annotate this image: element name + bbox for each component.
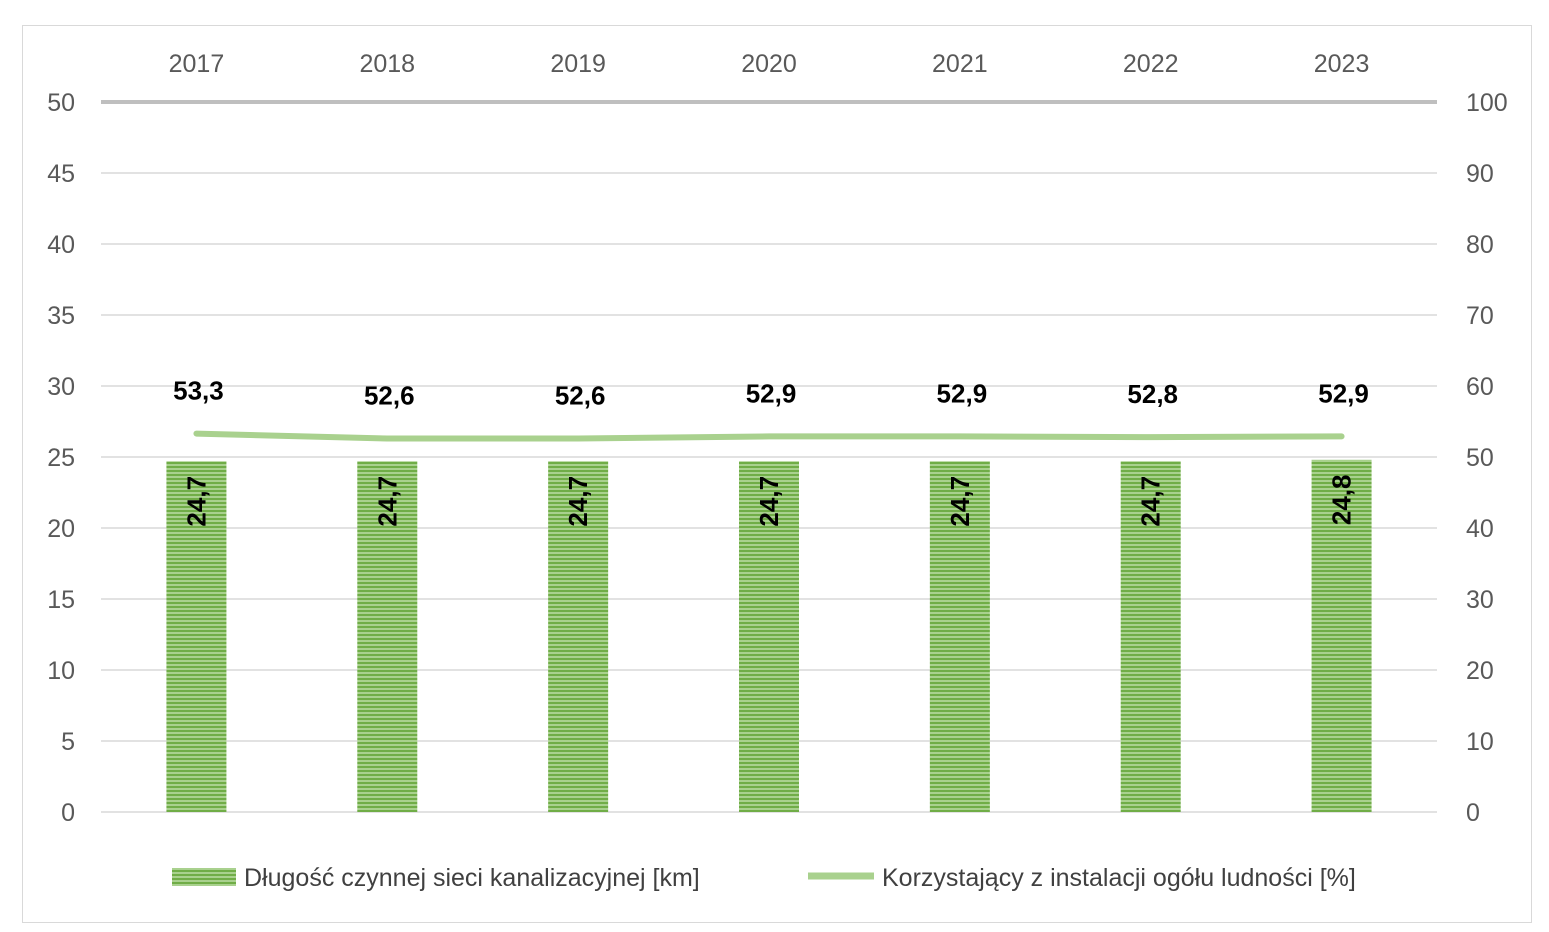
bar-data-label: 24,7 — [754, 476, 784, 527]
line-data-label: 52,6 — [555, 381, 606, 411]
right-tick-label: 40 — [1466, 515, 1494, 543]
line-data-label: 52,8 — [1127, 379, 1178, 409]
bar-data-label: 24,7 — [1136, 476, 1166, 527]
legend-label-bar: Długość czynnej sieci kanalizacyjnej [km… — [244, 864, 700, 892]
line-path — [193, 430, 1345, 442]
category-label: 2023 — [1314, 50, 1370, 78]
category-label: 2020 — [741, 50, 797, 78]
line-series — [193, 430, 1345, 442]
right-tick-label: 0 — [1466, 799, 1480, 827]
right-tick-label: 10 — [1466, 728, 1494, 756]
right-tick-label: 30 — [1466, 586, 1494, 614]
left-tick-label: 35 — [47, 302, 75, 330]
line-data-label: 52,9 — [937, 378, 988, 408]
left-tick-label: 0 — [61, 799, 75, 827]
legend-label-line: Korzystający z instalacji ogółu ludności… — [882, 864, 1356, 892]
bar-data-label: 24,7 — [945, 476, 975, 527]
left-tick-label: 45 — [47, 160, 75, 188]
left-tick-label: 40 — [47, 231, 75, 259]
bar — [929, 461, 990, 812]
bar — [166, 461, 227, 812]
bar — [1120, 461, 1181, 812]
category-label: 2019 — [550, 50, 606, 78]
legend-swatch-bar — [172, 868, 236, 886]
category-label: 2022 — [1123, 50, 1179, 78]
right-y-axis: 0 10 20 30 40 50 60 70 80 90 100 — [1466, 89, 1508, 827]
bar — [739, 461, 799, 812]
bar — [548, 461, 609, 812]
right-tick-label: 20 — [1466, 657, 1494, 685]
line-data-label: 52,9 — [746, 378, 797, 408]
bar — [357, 461, 418, 812]
category-label: 2018 — [359, 50, 415, 78]
x-axis: 2017 2018 2019 2020 2021 2022 2023 — [169, 50, 1370, 78]
left-tick-label: 50 — [47, 89, 75, 117]
bar-data-label: 24,8 — [1327, 475, 1357, 526]
category-label: 2017 — [169, 50, 225, 78]
gridlines — [101, 100, 1437, 813]
right-tick-label: 60 — [1466, 373, 1494, 401]
line-data-label: 53,3 — [173, 376, 224, 406]
line-data-label: 52,9 — [1318, 378, 1369, 408]
right-tick-label: 50 — [1466, 444, 1494, 472]
left-tick-label: 5 — [61, 728, 75, 756]
right-tick-label: 80 — [1466, 231, 1494, 259]
category-label: 2021 — [932, 50, 988, 78]
bar-data-label: 24,7 — [181, 476, 211, 527]
bar-data-label: 24,7 — [563, 476, 593, 527]
bar-series — [166, 459, 1372, 812]
bar-data-label: 24,7 — [372, 476, 402, 527]
bar — [1311, 459, 1372, 812]
left-tick-label: 25 — [47, 444, 75, 472]
left-tick-label: 20 — [47, 515, 75, 543]
left-tick-label: 15 — [47, 586, 75, 614]
right-tick-label: 70 — [1466, 302, 1494, 330]
right-tick-label: 90 — [1466, 160, 1494, 188]
legend: Długość czynnej sieci kanalizacyjnej [km… — [172, 864, 1356, 892]
left-tick-label: 10 — [47, 657, 75, 685]
left-tick-label: 30 — [47, 373, 75, 401]
data-labels: 24,7 24,7 24,7 24,7 24,7 24,7 24,8 53,3 52,6 52,6… — [173, 376, 1369, 527]
right-tick-label: 100 — [1466, 89, 1508, 117]
left-y-axis: 0 5 10 15 20 25 30 35 40 45 50 — [47, 89, 75, 827]
line-data-label: 52,6 — [364, 381, 415, 411]
